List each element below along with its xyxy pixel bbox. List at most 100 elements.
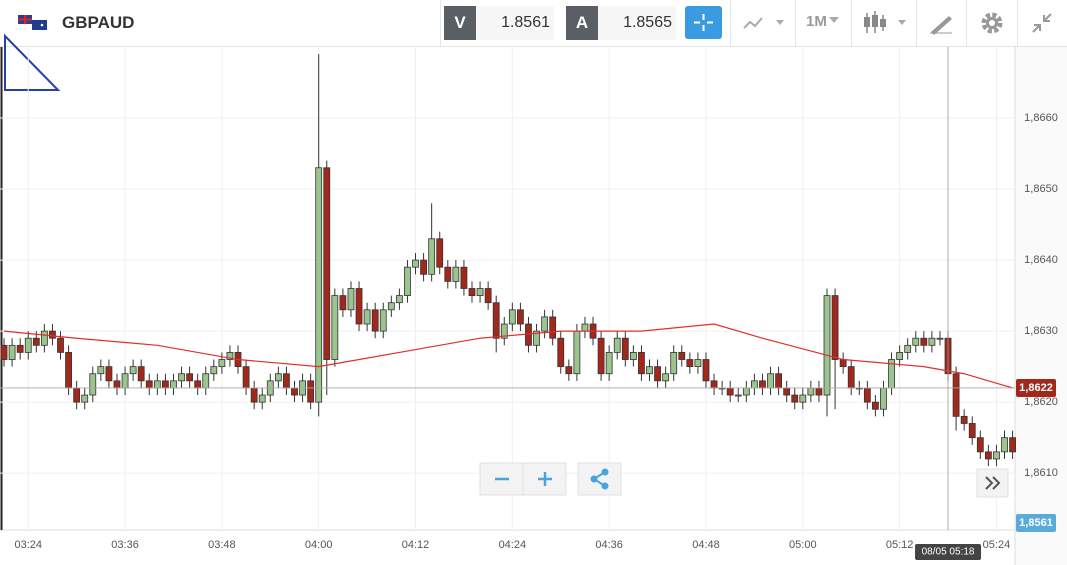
candle-body [686,359,694,368]
candle-style-button[interactable] [862,10,910,36]
candle-body [16,344,24,353]
candle-body [573,330,581,375]
candle-body [242,366,250,389]
candle-body [355,288,363,325]
candle-body [492,302,500,339]
x-tick-label: 04:36 [595,539,623,551]
y-tick-label: 1,8610 [1024,467,1058,479]
candle-body [694,359,702,368]
candle-body [920,337,928,346]
candle-body [153,380,161,389]
candle-body [839,359,847,368]
crosshair-label: 08/05 05:18 [922,547,975,558]
candle-body [767,373,774,389]
candle-body [291,387,298,396]
candle-body [49,330,56,339]
crosshair-box [915,544,982,560]
share-button[interactable] [577,462,622,496]
candle-body [872,401,879,410]
candle-body [549,316,557,339]
candle-body [508,309,516,325]
candle-body [702,359,710,382]
candle-body [960,415,968,424]
x-tick-label: 04:12 [402,539,430,551]
candle-body [807,387,815,396]
candle-body [65,352,72,389]
flag-icon [18,15,47,30]
candle-body [783,387,791,396]
candle-body [452,266,460,282]
candle-body [638,352,645,375]
candle-body [73,387,81,403]
ask-price[interactable]: 1.8565 [598,6,676,40]
candle-body [533,330,540,346]
settings-button[interactable] [980,11,1004,35]
candle-body [613,337,621,353]
candle-body [541,316,549,332]
ask-tag[interactable]: A [566,6,598,40]
candle-body [557,337,565,368]
y-tick-label: 1,8640 [1024,254,1058,266]
candle-body [468,288,476,297]
candle-body [170,380,177,389]
chart-type-button[interactable] [742,12,788,34]
candle-body [605,352,613,375]
candle-body [863,387,871,403]
candle-body [904,344,912,353]
candle-body [444,266,452,282]
candle-body [404,266,411,297]
y-tick-label: 1,8660 [1024,112,1058,124]
symbol: GBPAUD [62,13,135,32]
x-tick-label: 04:24 [499,539,527,551]
candle-body [1009,437,1016,453]
candle-body [129,366,137,375]
candle-body [283,373,290,389]
candle-body [32,337,40,346]
candle-body [420,259,427,275]
candle-body [178,373,185,382]
x-tick-label: 03:24 [14,539,42,551]
x-tick-label: 05:12 [886,539,914,551]
candle-body [436,238,444,268]
candle-body [8,344,16,360]
draw-button[interactable] [928,11,954,35]
y-tick-label: 1,8620 [1024,396,1058,408]
candle-body [371,309,379,332]
drawing-triangle[interactable] [4,33,61,91]
candle-body [0,344,8,360]
candle-body [428,238,436,275]
candle-body [307,380,315,403]
candle-body [581,323,589,332]
candle-body [323,167,331,360]
zoom-in-button[interactable] [538,472,552,486]
candle-body [976,437,984,453]
candle-body [831,295,839,360]
candle-body [791,394,799,403]
bid-tag[interactable]: V [444,6,476,40]
candle-body [993,451,1000,460]
candle-body [186,373,194,382]
crosshair-button[interactable] [685,6,722,39]
candle-body [194,380,202,389]
candle-body [460,266,468,289]
collapse-button[interactable] [1030,11,1054,35]
candle-body [775,373,782,389]
candle-body [484,288,492,304]
bid-price[interactable]: 1.8561 [476,6,554,40]
candle-body [121,373,129,389]
bid-price-box [1016,514,1056,532]
last-price-label: 1,8622 [1019,382,1053,394]
candle-body [89,373,97,396]
interval-button[interactable]: 1M [806,13,827,30]
candle-body [210,366,218,375]
candle-body [81,394,89,403]
candle-body [57,337,64,353]
candle-body [137,366,145,382]
candle-body [629,352,637,360]
candle-body [896,352,904,360]
candle-body [274,373,282,382]
candle-body [984,451,992,460]
candle-body [395,295,403,304]
